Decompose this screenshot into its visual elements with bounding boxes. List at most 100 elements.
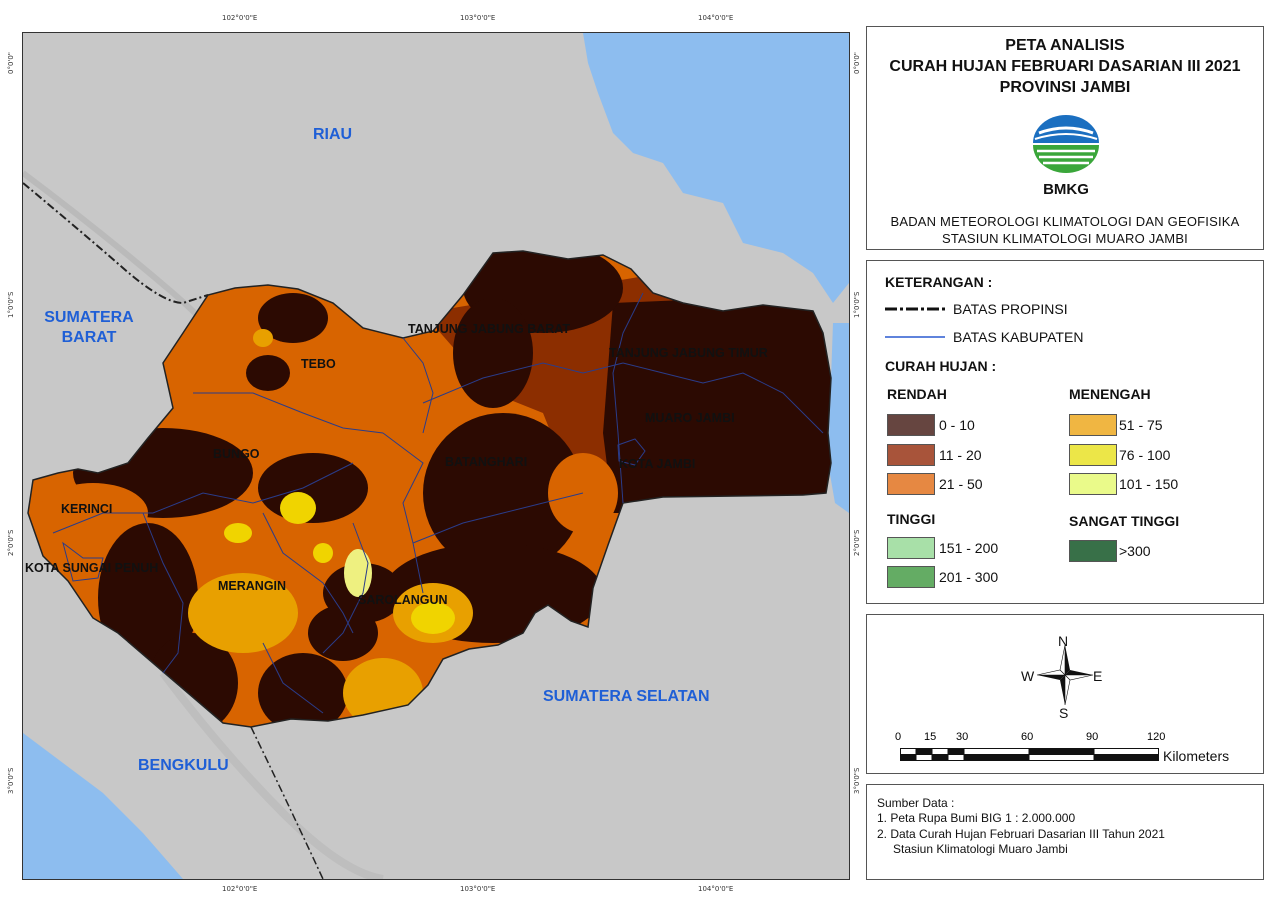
swatch-0-10	[887, 414, 935, 436]
label-batanghari: BATANGHARI	[445, 455, 528, 469]
district-boundary	[322, 522, 369, 654]
lat-tick-3-right: 3°0'0"S	[853, 767, 861, 794]
class-label-101-150: 101 - 150	[1119, 476, 1179, 492]
district-boundary	[193, 392, 384, 434]
label-kerinci: KERINCI	[61, 502, 113, 516]
province-boundary	[250, 726, 324, 879]
swatch-151-200	[887, 537, 935, 559]
zone-101-150	[344, 549, 372, 597]
lat-tick-1-left: 1°0'0"S	[7, 291, 15, 318]
compass-scale-panel: N S W E 0 15 30 60 90 120 Kilometers	[866, 614, 1264, 774]
source-panel: Sumber Data : 1. Peta Rupa Bumi BIG 1 : …	[866, 784, 1264, 880]
scale-unit: Kilometers	[1163, 748, 1230, 764]
bmkg-logo-icon	[1033, 115, 1099, 173]
label-sumbar-1: SUMATERA	[44, 309, 134, 326]
sea-strait	[583, 33, 849, 303]
legend-batas-propinsi: BATAS PROPINSI	[953, 301, 1068, 317]
title-line-1: PETA ANALISIS	[1005, 37, 1125, 54]
scale-tick-120: 120	[1147, 731, 1166, 743]
zone-76-100	[224, 523, 252, 543]
district-boundary	[622, 362, 824, 434]
label-sumbar-2: BARAT	[61, 329, 117, 346]
swatch-21-50	[887, 473, 935, 495]
scale-tick-30: 30	[956, 731, 969, 743]
legend-curah-hujan: CURAH HUJAN :	[885, 358, 997, 374]
map-frame[interactable]: RIAU SUMATERA BARAT SUMATERA SELATAN BEN…	[22, 32, 850, 880]
swatch-51-75	[1069, 414, 1117, 436]
label-bengkulu: BENGKULU	[138, 757, 229, 774]
lat-tick-0-left: 0°0'0"	[7, 51, 15, 74]
source-item-1: 1. Peta Rupa Bumi BIG 1 : 2.000.000	[877, 811, 1076, 825]
map-canvas	[23, 33, 849, 879]
district-boundary	[422, 362, 624, 404]
province-boundary-symbol	[885, 307, 945, 311]
zone-76-100	[280, 492, 316, 524]
lon-tick-102-bottom: 102°0'0"E	[222, 885, 258, 893]
label-tebo: TEBO	[301, 357, 336, 371]
district-boundary	[612, 292, 644, 504]
district-boundary	[262, 642, 324, 714]
zone-0-10	[98, 523, 198, 673]
compass-w: W	[1021, 668, 1035, 684]
lon-tick-103-bottom: 103°0'0"E	[460, 885, 496, 893]
agency-name: BADAN METEOROLOGI KLIMATOLOGI DAN GEOFIS…	[890, 214, 1240, 229]
label-tjb: TANJUNG JABUNG BARAT	[408, 322, 571, 336]
zone-0-10	[258, 653, 348, 727]
district-boundary-symbol	[885, 336, 945, 338]
label-kota-jambi: KOTA JAMBI	[619, 457, 696, 471]
zone-0-10	[423, 413, 583, 573]
lon-tick-102-top: 102°0'0"E	[222, 14, 258, 22]
source-item-2: 2. Data Curah Hujan Februari Dasarian II…	[877, 827, 1165, 841]
scale-tick-0: 0	[895, 731, 902, 743]
scale-tick-15: 15	[924, 731, 937, 743]
district-boundary	[382, 432, 424, 594]
swatch-76-100	[1069, 444, 1117, 466]
group-menengah: MENENGAH	[1069, 386, 1151, 402]
district-boundary	[52, 462, 354, 534]
district-boundary-sungai-penuh	[62, 541, 104, 582]
source-item-3: Stasiun Klimatologi Muaro Jambi	[893, 842, 1068, 856]
district-boundary	[262, 512, 354, 634]
class-label-151-200: 151 - 200	[939, 540, 999, 556]
district-boundary	[142, 512, 184, 674]
sea-west	[23, 733, 183, 879]
zone-76-100	[313, 543, 333, 563]
class-label-201-300: 201 - 300	[939, 569, 999, 585]
zone-51-75	[188, 573, 298, 653]
scale-tick-90: 90	[1086, 731, 1099, 743]
zone-0-10	[246, 355, 290, 391]
station-name: STASIUN KLIMATOLOGI MUARO JAMBI	[941, 231, 1188, 246]
zone-51-75	[253, 329, 273, 347]
bmkg-logo-text: BMKG	[1043, 181, 1089, 198]
group-sangat-tinggi: SANGAT TINGGI	[1069, 513, 1180, 529]
title-line-3: PROVINSI JAMBI	[999, 79, 1131, 96]
lon-tick-104-top: 104°0'0"E	[698, 14, 734, 22]
province-boundary	[23, 182, 209, 305]
district-boundary	[412, 492, 584, 544]
lat-tick-2-left: 2°0'0"S	[7, 529, 15, 556]
class-label-0-10: 0 - 10	[939, 417, 975, 433]
label-sarolangun: SAROLANGUN	[358, 593, 448, 607]
lat-tick-1-right: 1°0'0"S	[853, 291, 861, 318]
sea-east	[828, 323, 849, 513]
label-sumsel: SUMATERA SELATAN	[543, 688, 710, 705]
label-tjt: TANJUNG JABUNG TIMUR	[609, 346, 768, 360]
north-arrow-icon	[1036, 644, 1094, 706]
class-label-gt-300: >300	[1119, 543, 1151, 559]
label-merangin: MERANGIN	[218, 579, 287, 593]
legend-panel: KETERANGAN : BATAS PROPINSI BATAS KABUPA…	[866, 260, 1264, 604]
district-boundary-kota-jambi	[617, 438, 646, 466]
zone-0-10	[453, 298, 533, 408]
class-label-51-75: 51 - 75	[1119, 417, 1163, 433]
swatch-gt-300	[1069, 540, 1117, 562]
legend-batas-kabupaten: BATAS KABUPATEN	[953, 329, 1084, 345]
title-line-2: CURAH HUJAN FEBRUARI DASARIAN III 2021	[889, 58, 1241, 75]
swatch-11-20	[887, 444, 935, 466]
province-outline	[27, 250, 832, 728]
label-riau: RIAU	[313, 126, 353, 143]
zone-76-100	[411, 602, 455, 634]
compass-e: E	[1093, 668, 1103, 684]
compass-n: N	[1058, 633, 1069, 649]
legend-heading: KETERANGAN :	[885, 274, 993, 290]
title-panel: PETA ANALISIS CURAH HUJAN FEBRUARI DASAR…	[866, 26, 1264, 250]
